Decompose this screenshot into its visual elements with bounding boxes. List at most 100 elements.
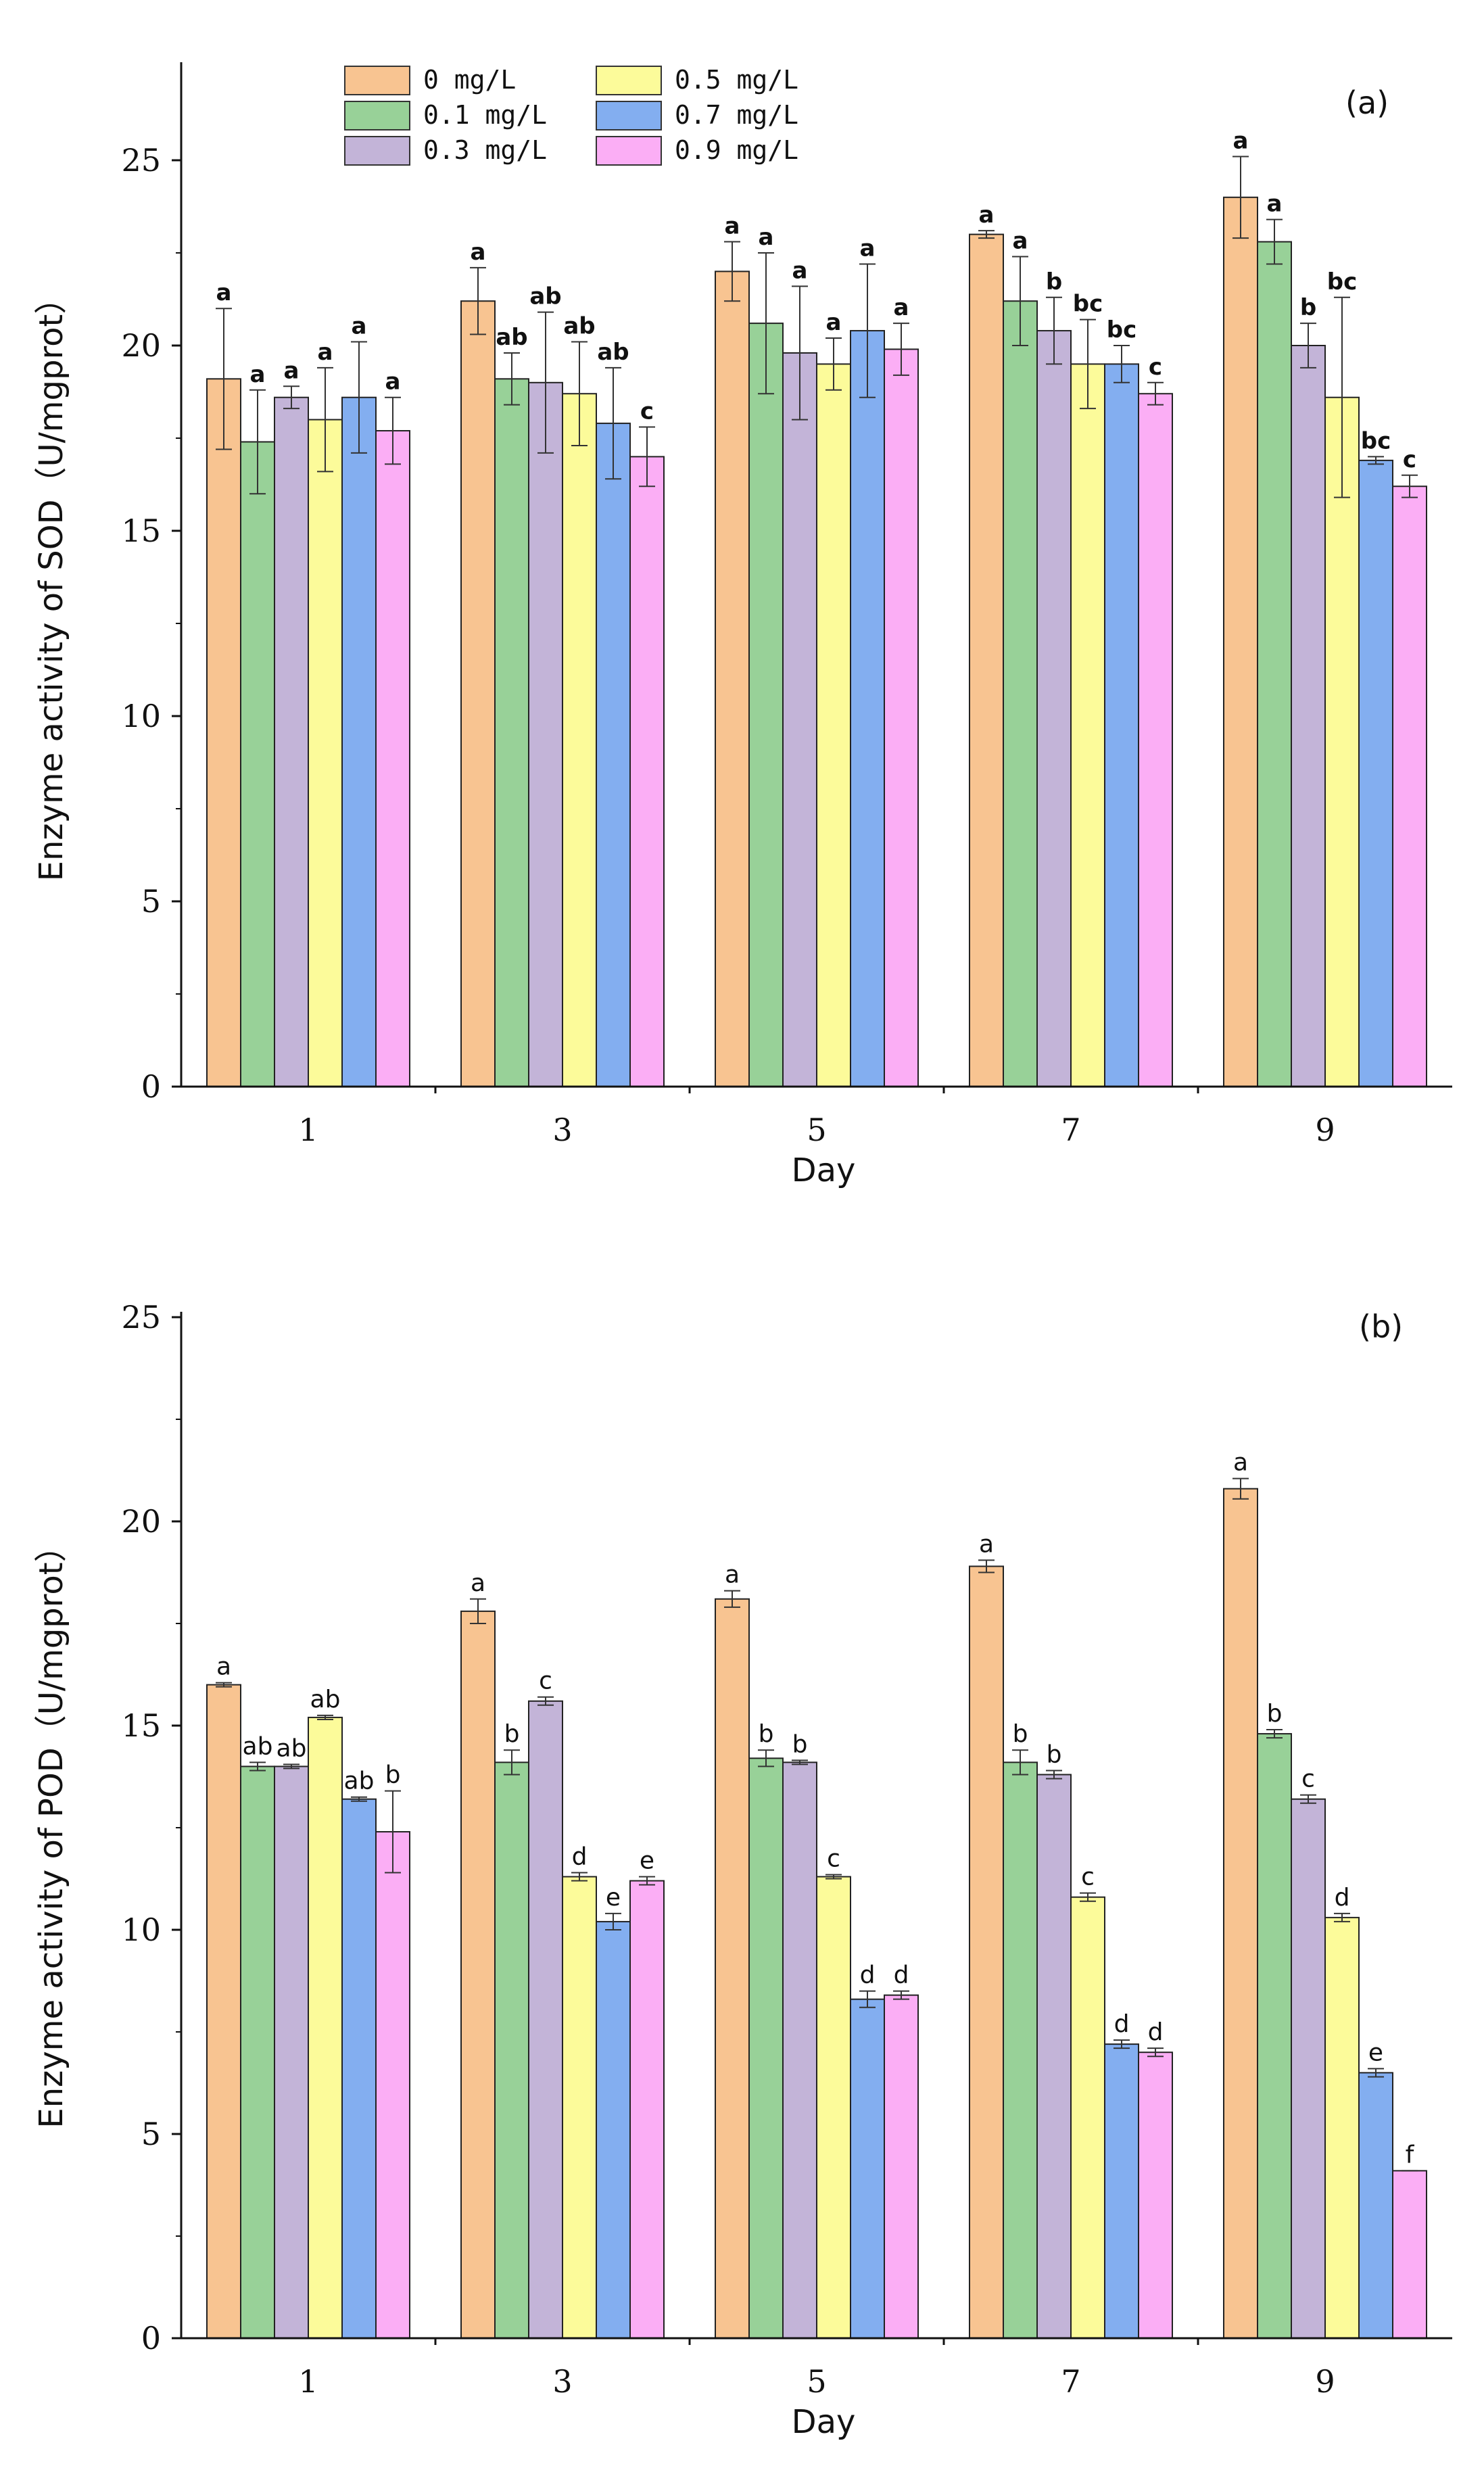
legend-label: 0.9 mg/L: [675, 135, 798, 165]
y-tick-label: 5: [141, 883, 161, 920]
significance-label: a: [826, 309, 842, 336]
significance-label: a: [860, 235, 876, 262]
bar: [206, 378, 241, 1088]
significance-label: c: [1301, 1765, 1315, 1793]
y-tick-label: 0: [141, 1068, 161, 1105]
bar: [715, 1598, 750, 2339]
bar: [715, 270, 750, 1087]
significance-label: a: [979, 201, 995, 229]
bar: [240, 441, 275, 1087]
bar: [206, 1684, 241, 2340]
significance-label: a: [725, 213, 740, 240]
y-axis-title: Enzyme activity of SOD（U/mgprot）: [32, 282, 70, 882]
y-tick-label: 25: [121, 1299, 161, 1335]
bar: [748, 1757, 784, 2340]
bar: [1223, 1488, 1258, 2339]
x-tick-label: 7: [1061, 1112, 1080, 1148]
significance-label: b: [1047, 1740, 1062, 1768]
bar: [1003, 300, 1038, 1087]
bar: [375, 1831, 410, 2340]
x-tick-label: 3: [552, 2363, 572, 2400]
significance-label: a: [250, 361, 266, 388]
bar: [748, 323, 784, 1087]
x-tick-label: 1: [298, 1112, 318, 1148]
legend-label: 0.3 mg/L: [423, 135, 547, 165]
significance-label: b: [792, 1730, 808, 1758]
y-tick-label: 5: [141, 2116, 161, 2152]
significance-label: c: [1081, 1864, 1095, 1891]
panel-label: (a): [1345, 85, 1389, 121]
legend-label: 0.7 mg/L: [675, 100, 798, 130]
y-tick-label: 20: [121, 327, 161, 364]
bar: [460, 300, 496, 1087]
bar: [1358, 459, 1393, 1087]
legend-swatch: [344, 66, 410, 95]
y-axis-title: Enzyme activity of POD（U/mgprot）: [32, 1530, 70, 2128]
y-tick-label: 25: [121, 142, 161, 179]
significance-label: a: [1013, 227, 1028, 254]
bar: [562, 393, 597, 1087]
significance-label: c: [640, 398, 654, 425]
x-tick-label: 7: [1061, 2363, 1080, 2400]
bar: [341, 396, 377, 1087]
significance-label: a: [894, 294, 909, 321]
significance-label: bc: [1361, 427, 1391, 454]
x-tick-label: 3: [552, 1112, 572, 1148]
significance-label: bc: [1107, 316, 1137, 343]
x-axis-title: Day: [792, 1152, 856, 1189]
bar: [274, 396, 309, 1087]
bar: [1036, 330, 1072, 1088]
y-tick-label: 10: [121, 1912, 161, 1948]
significance-label: ab: [597, 339, 629, 366]
significance-label: b: [759, 1720, 774, 1748]
significance-label: a: [385, 369, 401, 396]
bar: [1223, 196, 1258, 1087]
bar: [1392, 2170, 1427, 2340]
significance-label: a: [471, 239, 486, 266]
bar: [494, 378, 529, 1088]
significance-label: b: [1013, 1720, 1028, 1748]
significance-label: a: [1233, 1449, 1248, 1477]
legend-swatch: [344, 136, 410, 166]
significance-label: c: [827, 1845, 840, 1872]
bar: [782, 1761, 817, 2340]
significance-label: e: [1368, 2039, 1383, 2066]
y-tick-label: 10: [121, 698, 161, 734]
panel-label: (b): [1359, 1308, 1403, 1345]
legend-label: 0 mg/L: [423, 65, 516, 95]
bar: [494, 1761, 529, 2340]
y-tick-label: 20: [121, 1503, 161, 1540]
significance-label: b: [1267, 1700, 1283, 1728]
bar: [308, 1716, 343, 2339]
x-axis-title: Day: [792, 2403, 856, 2441]
bar: [629, 456, 665, 1087]
significance-label: d: [1335, 1884, 1350, 1912]
significance-label: b: [1300, 294, 1316, 321]
bar: [528, 1700, 563, 2339]
bar: [528, 381, 563, 1087]
bar: [274, 1765, 309, 2339]
y-tick-label: 0: [141, 2320, 161, 2356]
bar: [596, 1920, 631, 2339]
x-tick-label: 1: [298, 2363, 318, 2400]
legend-swatch: [596, 101, 662, 131]
significance-label: a: [216, 279, 232, 306]
significance-label: ab: [310, 1686, 341, 1713]
significance-label: ab: [563, 313, 595, 340]
bar: [460, 1610, 496, 2339]
x-tick-label: 5: [807, 1112, 826, 1148]
bar: [308, 419, 343, 1087]
significance-label: d: [894, 1962, 909, 1989]
bar: [1392, 485, 1427, 1087]
significance-label: ab: [496, 324, 527, 351]
legend-swatch: [596, 66, 662, 95]
significance-label: a: [979, 1530, 994, 1558]
bar: [1070, 1896, 1105, 2339]
bar: [1257, 241, 1292, 1087]
bar: [1324, 1916, 1360, 2339]
y-tick-label: 15: [121, 513, 161, 549]
significance-label: c: [1149, 354, 1162, 381]
